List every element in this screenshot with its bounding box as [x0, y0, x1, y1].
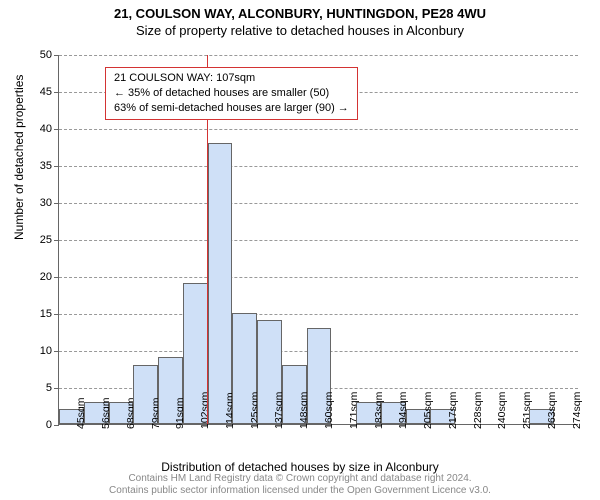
xtick-label: 274sqm	[571, 392, 583, 429]
ytick-label: 10	[22, 345, 52, 357]
callout-line-1: 21 COULSON WAY: 107sqm	[114, 71, 349, 86]
callout-line-2: ← 35% of detached houses are smaller (50…	[114, 86, 349, 101]
chart-titles: 21, COULSON WAY, ALCONBURY, HUNTINGDON, …	[0, 0, 600, 38]
ytick-label: 50	[22, 49, 52, 61]
footer-line-2: Contains public sector information licen…	[0, 485, 600, 497]
footer-attribution: Contains HM Land Registry data © Crown c…	[0, 473, 600, 497]
ytick-mark	[54, 92, 59, 93]
ytick-mark	[54, 129, 59, 130]
ytick-mark	[54, 277, 59, 278]
gridline	[59, 203, 578, 204]
ytick-label: 20	[22, 271, 52, 283]
ytick-mark	[54, 314, 59, 315]
gridline	[59, 129, 578, 130]
plot-area: 0510152025303540455045sqm56sqm68sqm79sqm…	[58, 55, 578, 425]
ytick-label: 0	[22, 419, 52, 431]
ytick-label: 40	[22, 123, 52, 135]
ytick-mark	[54, 240, 59, 241]
histogram-bar	[208, 143, 233, 424]
xtick-label: 240sqm	[496, 392, 508, 429]
ytick-label: 30	[22, 197, 52, 209]
chart-area: 0510152025303540455045sqm56sqm68sqm79sqm…	[58, 55, 578, 425]
ytick-mark	[54, 425, 59, 426]
xtick-label: 160sqm	[323, 392, 335, 429]
ytick-mark	[54, 55, 59, 56]
gridline	[59, 314, 578, 315]
title-main: 21, COULSON WAY, ALCONBURY, HUNTINGDON, …	[0, 6, 600, 21]
x-axis-label: Distribution of detached houses by size …	[0, 460, 600, 474]
ytick-mark	[54, 203, 59, 204]
ytick-label: 45	[22, 86, 52, 98]
gridline	[59, 277, 578, 278]
gridline	[59, 55, 578, 56]
ytick-mark	[54, 388, 59, 389]
footer-line-1: Contains HM Land Registry data © Crown c…	[0, 473, 600, 485]
ytick-mark	[54, 351, 59, 352]
ytick-label: 5	[22, 382, 52, 394]
marker-callout: 21 COULSON WAY: 107sqm← 35% of detached …	[105, 67, 358, 120]
gridline	[59, 166, 578, 167]
ytick-mark	[54, 166, 59, 167]
xtick-label: 263sqm	[546, 392, 558, 429]
ytick-label: 25	[22, 234, 52, 246]
y-axis-label: Number of detached properties	[12, 75, 26, 240]
gridline	[59, 240, 578, 241]
xtick-label: 228sqm	[472, 392, 484, 429]
xtick-label: 217sqm	[447, 392, 459, 429]
callout-line-3: 63% of semi-detached houses are larger (…	[114, 101, 349, 116]
title-sub: Size of property relative to detached ho…	[0, 23, 600, 38]
ytick-label: 15	[22, 308, 52, 320]
ytick-label: 35	[22, 160, 52, 172]
